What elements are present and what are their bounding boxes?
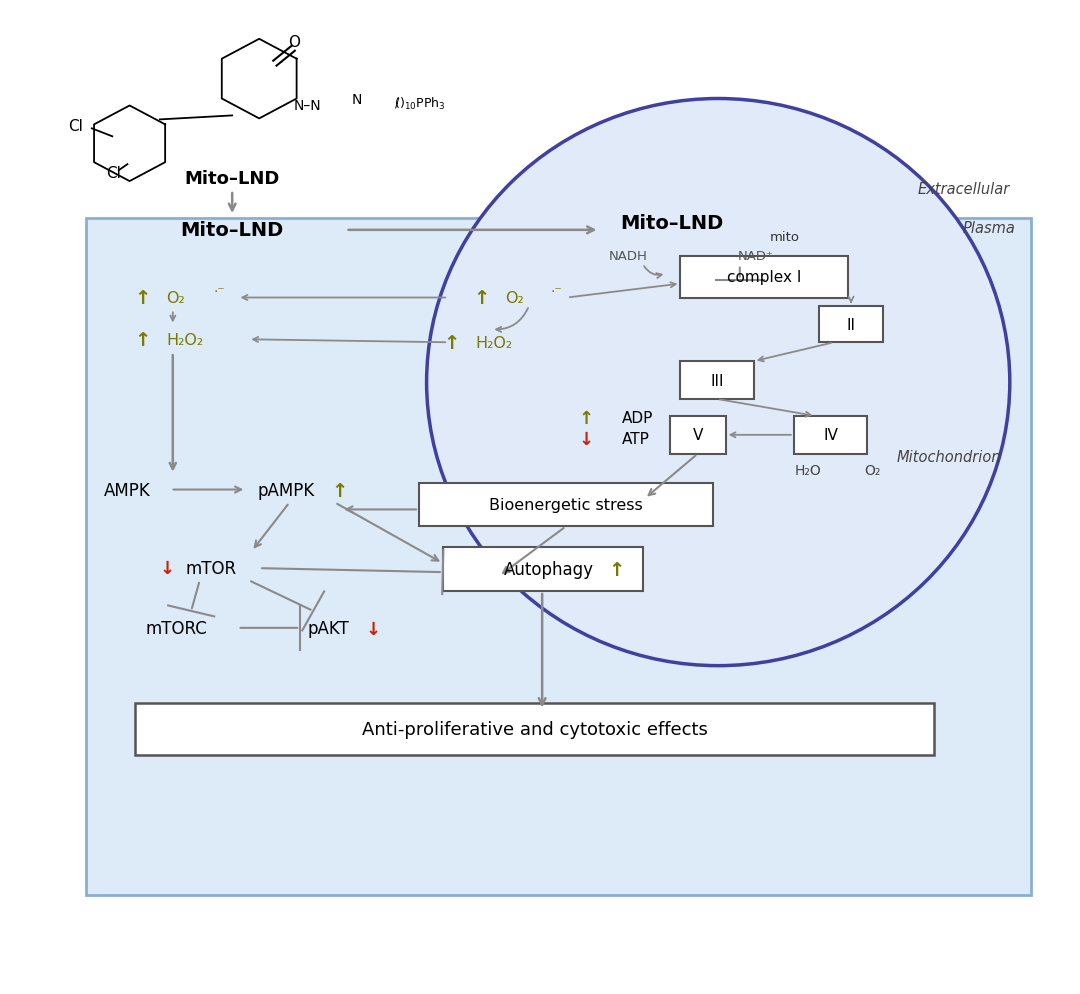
Text: ↓: ↓ — [579, 430, 594, 448]
Text: ↑: ↑ — [134, 330, 151, 350]
Text: ↑: ↑ — [330, 481, 348, 501]
Text: Cl: Cl — [68, 118, 83, 134]
Text: Mito–LND: Mito–LND — [180, 221, 284, 241]
Text: AMPK: AMPK — [104, 481, 151, 499]
Text: N: N — [351, 92, 362, 106]
Text: ↑: ↑ — [443, 333, 460, 353]
Text: Mito–LND: Mito–LND — [185, 170, 280, 188]
FancyBboxPatch shape — [680, 256, 848, 298]
Text: Extracellular: Extracellular — [918, 181, 1010, 197]
Text: O₂: O₂ — [505, 290, 524, 306]
Text: H₂O₂: H₂O₂ — [475, 335, 512, 351]
Text: V: V — [692, 427, 703, 443]
Text: mTORC: mTORC — [146, 619, 207, 637]
Text: ↑: ↑ — [473, 288, 490, 308]
Text: IV: IV — [823, 427, 838, 443]
Text: ADP: ADP — [622, 411, 653, 426]
Text: Plasma: Plasma — [962, 221, 1015, 237]
Text: complex I: complex I — [727, 269, 801, 285]
FancyBboxPatch shape — [135, 704, 934, 755]
FancyBboxPatch shape — [794, 416, 867, 454]
Text: ↓: ↓ — [365, 620, 380, 638]
Text: Mitochondrion: Mitochondrion — [896, 449, 1001, 465]
FancyBboxPatch shape — [419, 483, 713, 527]
Text: ↑: ↑ — [579, 410, 594, 427]
Text: O₂: O₂ — [864, 463, 881, 477]
Text: H₂O₂: H₂O₂ — [166, 332, 203, 348]
Text: mTOR: mTOR — [186, 560, 237, 578]
Text: ↑: ↑ — [134, 288, 151, 308]
Text: Autophagy: Autophagy — [504, 561, 594, 579]
Text: NADH: NADH — [609, 249, 648, 263]
Text: Cl: Cl — [106, 165, 121, 181]
Text: $\mathregular{(\!\!/ )_{10}}$PPh$_3$: $\mathregular{(\!\!/ )_{10}}$PPh$_3$ — [394, 95, 446, 111]
Text: ·⁻: ·⁻ — [214, 284, 226, 298]
Text: ATP: ATP — [622, 431, 650, 447]
Text: ·⁻: ·⁻ — [551, 284, 563, 298]
FancyBboxPatch shape — [680, 362, 754, 400]
Text: ↓: ↓ — [160, 560, 175, 578]
Text: N–N: N–N — [294, 99, 322, 113]
Text: Bioenergetic stress: Bioenergetic stress — [489, 497, 643, 513]
Text: pAKT: pAKT — [308, 619, 350, 637]
FancyBboxPatch shape — [670, 416, 726, 454]
Text: NAD⁺: NAD⁺ — [738, 249, 774, 263]
Text: ↑: ↑ — [608, 560, 625, 580]
Text: O: O — [287, 35, 300, 51]
FancyBboxPatch shape — [443, 548, 643, 591]
Text: Anti-proliferative and cytotoxic effects: Anti-proliferative and cytotoxic effects — [362, 721, 707, 739]
Text: O₂: O₂ — [166, 290, 185, 306]
Ellipse shape — [427, 99, 1010, 666]
FancyBboxPatch shape — [819, 307, 883, 343]
Text: pAMPK: pAMPK — [257, 481, 314, 499]
Text: III: III — [711, 373, 724, 389]
Text: Mito–LND: Mito–LND — [620, 214, 724, 234]
FancyBboxPatch shape — [86, 219, 1031, 895]
Text: mito: mito — [770, 231, 800, 245]
Text: II: II — [847, 317, 855, 333]
Text: H₂O: H₂O — [795, 463, 821, 477]
